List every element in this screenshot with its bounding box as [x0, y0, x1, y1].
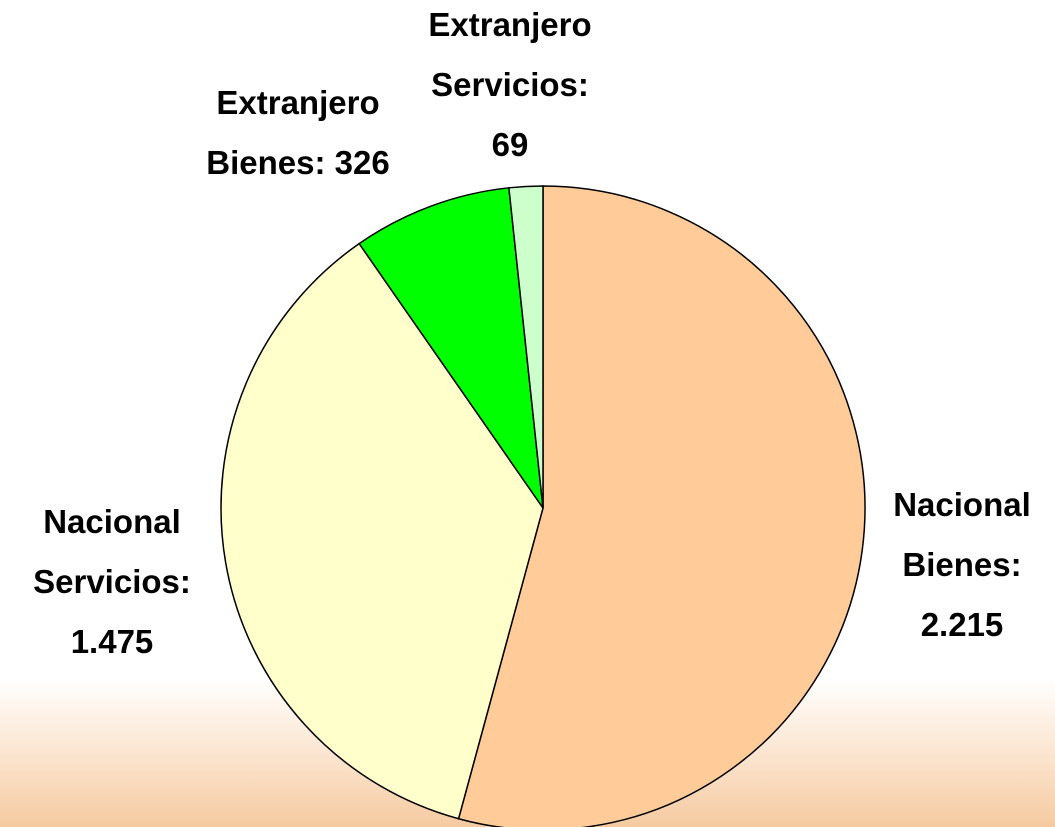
- slice-label: Extranjero Servicios: 69: [410, 0, 610, 175]
- pie-slice: [220, 242, 544, 820]
- slice-label: Extranjero Bienes: 326: [183, 73, 413, 193]
- slice-label: Nacional Servicios: 1.475: [12, 492, 212, 672]
- value-label: 2.215: [920, 606, 1004, 643]
- category-label: Nacional Servicios:: [33, 503, 191, 600]
- slice-label: Nacional Bienes: 2.215: [875, 475, 1050, 655]
- category-label: Extranjero Servicios:: [428, 6, 592, 103]
- category-label: Nacional Bienes:: [893, 486, 1031, 583]
- category-label: Extranjero Bienes:: [206, 84, 380, 181]
- value-label: 1.475: [70, 623, 154, 660]
- pie-slice: [358, 186, 544, 509]
- pie-slice: [508, 185, 544, 509]
- value-label: 69: [491, 126, 529, 163]
- value-label: 326: [334, 144, 390, 181]
- pie-slice: [457, 185, 866, 827]
